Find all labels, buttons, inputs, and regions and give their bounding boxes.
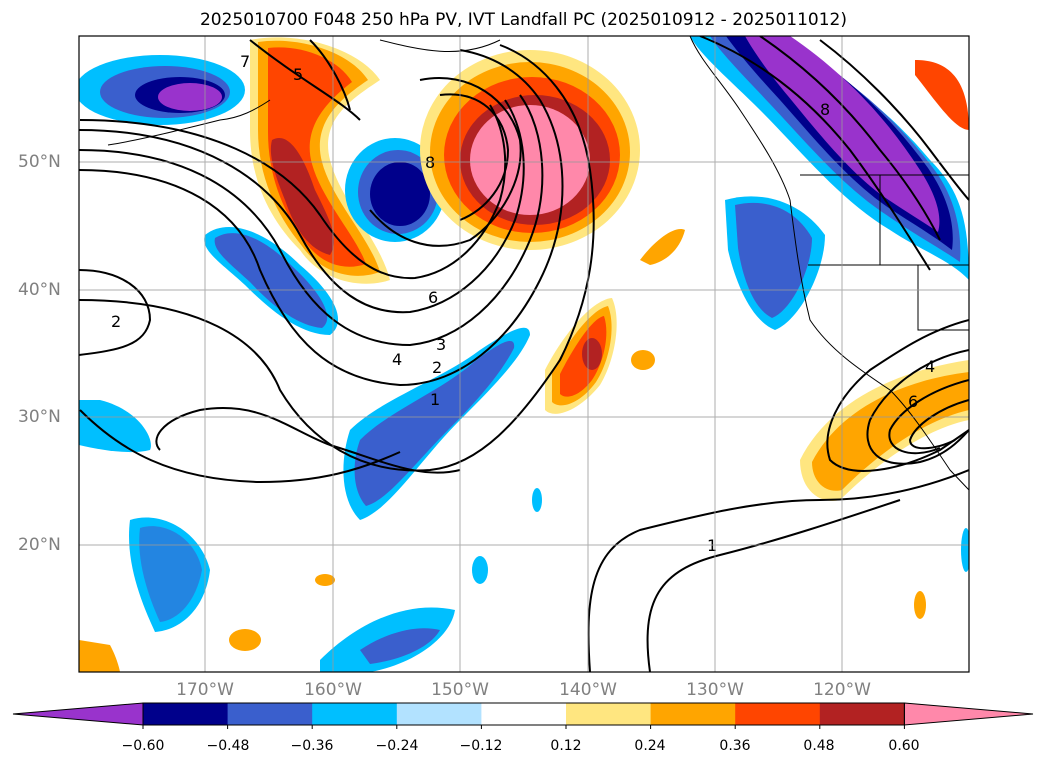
- colorbar-tick-label: −0.60: [121, 738, 165, 754]
- contour-label: 7: [240, 52, 250, 71]
- colorbar-segment: [819, 703, 905, 725]
- contour-label: 2: [111, 312, 121, 331]
- lon-label: 170°W: [176, 680, 234, 700]
- colorbar-tick-label: 0.24: [634, 738, 666, 754]
- contour-label: 2: [432, 358, 442, 377]
- lat-label: 30°N: [18, 407, 61, 427]
- colorbar-outline: [142, 702, 905, 726]
- contour-label: 3: [436, 335, 446, 354]
- coastlines: [107, 36, 969, 491]
- colorbar-segment: [566, 703, 652, 725]
- ivt-contours: [79, 36, 969, 672]
- colorbar-tick-label: 0.48: [803, 738, 835, 754]
- contour-label: 1: [430, 390, 440, 409]
- colorbar-tick-label: 0.60: [888, 738, 920, 754]
- contour-label: 4: [925, 357, 935, 376]
- colorbar-segment: [481, 703, 567, 725]
- lat-label: 40°N: [18, 280, 61, 300]
- graticule: [79, 36, 969, 672]
- colorbar-extend-low: [12, 702, 144, 726]
- colorbar-segment: [312, 703, 398, 725]
- contour-label: 5: [293, 65, 303, 84]
- colorbar-tick-label: −0.48: [206, 738, 250, 754]
- colorbar-tick-label: −0.24: [375, 738, 419, 754]
- colorbar-segment: [396, 703, 482, 725]
- colorbar-segment: [650, 703, 736, 725]
- lon-label: 130°W: [686, 680, 744, 700]
- colorbar-tick-label: −0.36: [290, 738, 334, 754]
- colorbar-segment: [227, 703, 313, 725]
- contour-label: 6: [908, 392, 918, 411]
- lon-label: 150°W: [431, 680, 489, 700]
- contour-label: 4: [392, 350, 402, 369]
- lon-label: 120°W: [813, 680, 871, 700]
- map-frame: [78, 35, 970, 673]
- contour-label: 6: [428, 288, 438, 307]
- colorbar-extend-high: [903, 702, 1034, 726]
- contour-label: 8: [820, 100, 830, 119]
- colorbar-tick-label: −0.12: [459, 738, 503, 754]
- lon-label: 160°W: [304, 680, 362, 700]
- colorbar-segment: [143, 703, 229, 725]
- colorbar-tick-label: 0.12: [550, 738, 582, 754]
- map-panel: 1 2 3 4 5 6 7 8 1 2 4 6 8: [78, 35, 970, 673]
- colorbar-segment: [735, 703, 821, 725]
- lon-label: 140°W: [559, 680, 617, 700]
- lat-label: 20°N: [18, 535, 61, 555]
- lat-label: 50°N: [18, 152, 61, 172]
- chart-title: 2025010700 F048 250 hPa PV, IVT Landfall…: [199, 10, 847, 30]
- colorbar-tick-label: 0.36: [719, 738, 751, 754]
